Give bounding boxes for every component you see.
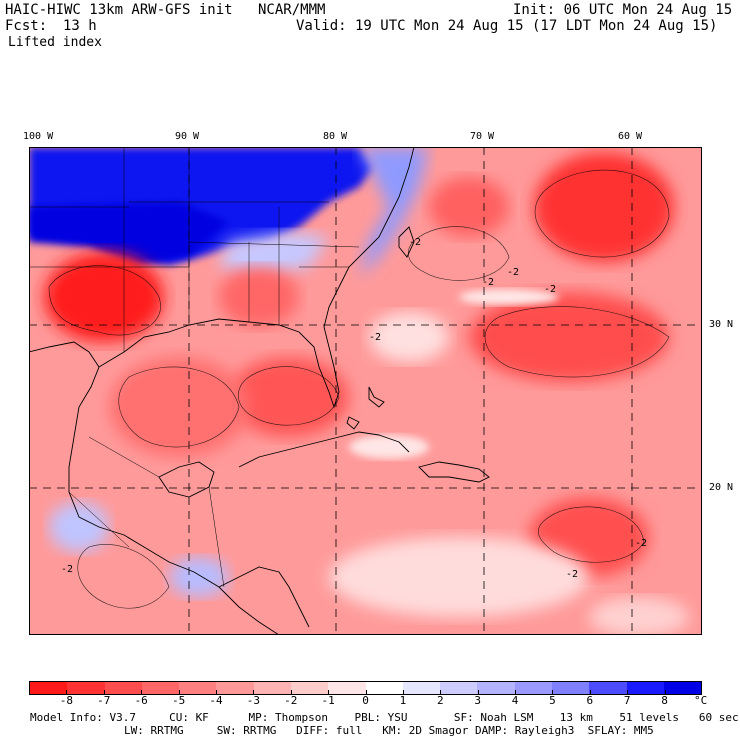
init-time: Init: 06 UTC Mon 24 Aug 15 xyxy=(513,2,733,18)
color-scale-tick-mark xyxy=(66,690,68,695)
color-scale-tick-label: 0 xyxy=(362,694,369,707)
color-scale-segment xyxy=(179,682,217,694)
color-scale-tick-label: 2 xyxy=(436,694,444,707)
color-scale-segment xyxy=(514,682,552,694)
color-scale-segment xyxy=(290,682,329,694)
color-scale-segment xyxy=(663,682,702,694)
color-scale-tick-label: 1 xyxy=(399,694,407,707)
gulf-mexico-coastline xyxy=(29,341,280,635)
valid-time: Valid: 19 UTC Mon 24 Aug 15 (17 LDT Mon … xyxy=(296,18,718,34)
contour-label: -2 xyxy=(544,284,556,295)
lon-label-60w: 60 W xyxy=(618,131,643,142)
color-scale-tick-mark xyxy=(627,690,629,695)
color-scale-tick-mark xyxy=(589,690,591,695)
central-america-coast xyxy=(218,566,310,628)
color-scale-tick-mark xyxy=(290,690,292,695)
color-scale-tick-mark xyxy=(253,690,255,695)
lat-label-30n: 30 N xyxy=(709,319,734,330)
color-scale-tick-label: 3 xyxy=(474,694,481,707)
cuba-coast xyxy=(238,431,410,468)
lon-label-70w: 70 W xyxy=(470,131,495,142)
model-info-line1: Model Info: V3.7 CU: KF MP: Thompson PBL… xyxy=(30,711,739,724)
color-scale-tick-label: -8 xyxy=(59,694,74,707)
color-scale-tick-label: 4 xyxy=(511,694,519,707)
lifted-index-map: -2 -2 -2 -2 -2 -2 -2 -2 xyxy=(29,147,702,635)
color-scale-tick-label: -6 xyxy=(134,694,148,707)
color-scale-unit: °C xyxy=(694,694,708,707)
forecast-label: Fcst: xyxy=(5,18,48,34)
color-scale-tick-label: -4 xyxy=(209,694,223,707)
color-scale-tick-mark xyxy=(215,690,217,695)
color-scale-tick-mark xyxy=(328,690,330,695)
color-scale-segment xyxy=(67,682,105,694)
color-scale-tick-mark xyxy=(552,690,554,695)
contour-label: -2 xyxy=(369,332,381,343)
color-scale-segment xyxy=(104,682,142,694)
color-scale-segment xyxy=(402,682,441,694)
lat-label-20n: 20 N xyxy=(709,482,734,493)
color-scale-tick-label: -5 xyxy=(171,694,186,707)
unstable-gulf-region xyxy=(44,252,164,342)
color-scale-tick-label: -2 xyxy=(284,694,298,707)
color-scale-segment xyxy=(30,682,68,694)
color-scale-segment xyxy=(626,682,664,694)
color-scale-tick-mark xyxy=(365,690,367,695)
color-scale-segment xyxy=(328,682,366,694)
color-scale-tick-label: -7 xyxy=(97,694,111,707)
contour-label: -2 xyxy=(507,267,519,278)
color-scale-segment xyxy=(253,682,291,694)
us-east-coastline xyxy=(98,147,415,409)
color-scale-tick-label: -1 xyxy=(321,694,335,707)
color-scale-tick-mark xyxy=(440,690,442,695)
map-frame xyxy=(29,147,702,635)
forecast-value: 13 h xyxy=(63,18,97,34)
color-scale-tick-mark xyxy=(141,690,143,695)
lon-label-100w: 100 W xyxy=(23,131,54,142)
color-scale-tick-label: 6 xyxy=(586,694,594,707)
color-scale-segment xyxy=(477,682,515,694)
color-scale-tick-mark xyxy=(178,690,180,695)
hispaniola-coast xyxy=(418,461,490,483)
color-scale-tick-mark xyxy=(402,690,404,695)
contour-label: -2 xyxy=(482,277,494,288)
color-scale-tick-label: -3 xyxy=(246,694,260,707)
yucatan-coast xyxy=(158,461,215,498)
color-scale-tick-mark xyxy=(664,690,666,695)
model-info-line2: LW: RRTMG SW: RRTMG DIFF: full KM: 2D Sm… xyxy=(124,724,654,737)
color-scale-segment xyxy=(589,682,627,694)
color-scale-tick-mark xyxy=(477,690,479,695)
color-scale-tick-label: 5 xyxy=(549,694,556,707)
contour-label: -2 xyxy=(61,564,73,575)
contour-label: -2 xyxy=(409,237,421,248)
contour-label: -2 xyxy=(566,569,578,580)
contour-label: -2 xyxy=(635,538,647,549)
model-title: HAIC-HIWC 13km ARW-GFS init xyxy=(5,2,233,18)
color-scale-tick-label: 7 xyxy=(623,694,631,707)
color-scale-tick-mark xyxy=(515,690,517,695)
lon-label-90w: 90 W xyxy=(175,131,200,142)
color-scale-tick-mark xyxy=(103,690,105,695)
field-name: Lifted index xyxy=(8,35,102,50)
color-scale-segment xyxy=(365,682,403,694)
color-scale-segment xyxy=(440,682,478,694)
color-scale-segment xyxy=(551,682,590,694)
org-label: NCAR/MMM xyxy=(258,2,326,18)
color-scale-segment xyxy=(216,682,254,694)
color-scale-segment xyxy=(141,682,180,694)
lon-label-80w: 80 W xyxy=(323,131,348,142)
color-scale-tick-label: 8 xyxy=(661,694,668,707)
